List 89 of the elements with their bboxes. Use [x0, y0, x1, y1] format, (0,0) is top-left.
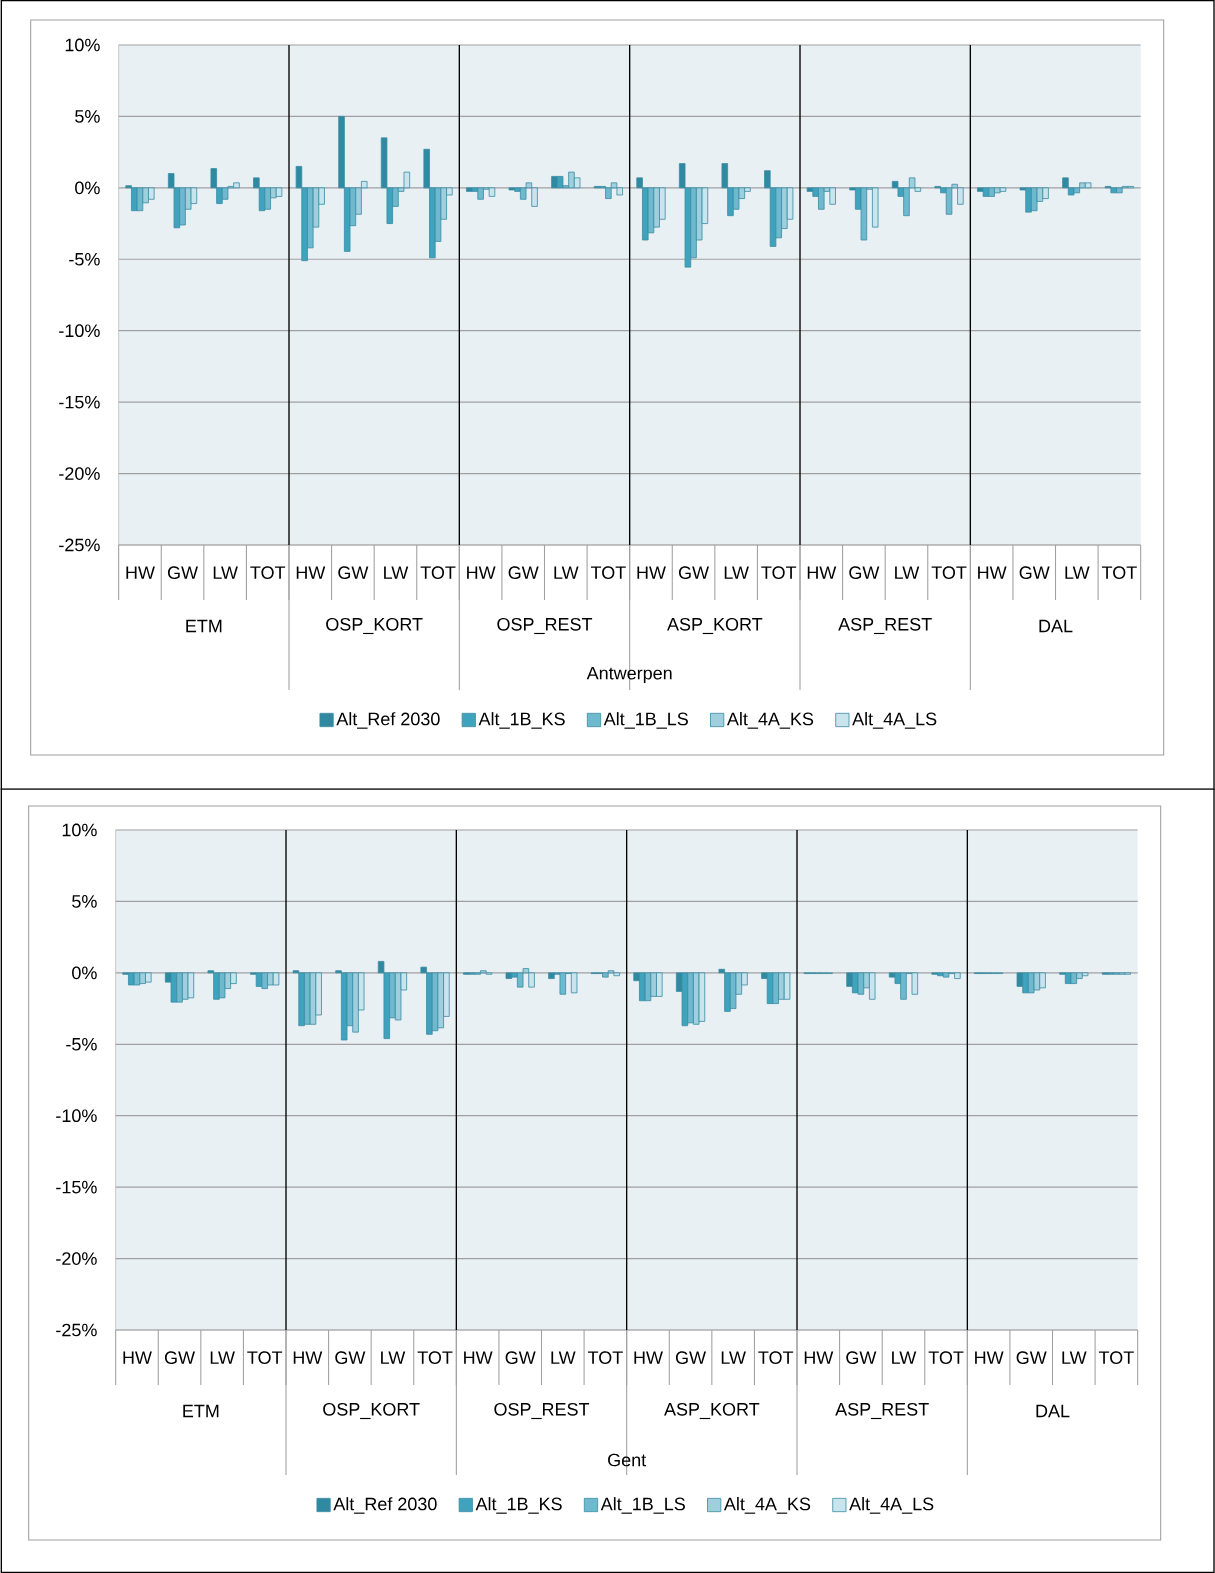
x-tick-label: GW [167, 566, 198, 580]
y-tick-label: -10% [56, 1109, 97, 1123]
x-tick-label: GW [678, 566, 709, 580]
y-tick-label: 10% [65, 38, 100, 52]
x-tick-label: GW [675, 1351, 706, 1365]
legend-label: Alt_Ref 2030 [336, 712, 440, 729]
y-tick-label: 10% [62, 823, 97, 837]
x-tick-label: LW [891, 1351, 917, 1364]
x-tick-label: LW [721, 1351, 746, 1364]
x-tick-label: LW [724, 566, 749, 579]
x-tick-label: GW [849, 566, 880, 580]
x-tick-label: HW [463, 1351, 493, 1364]
x-tick-label: LW [1065, 566, 1090, 579]
text: DAL [1036, 1404, 1070, 1418]
x-tick-label: LW [554, 566, 579, 579]
y-tick-label: 0% [71, 966, 97, 980]
text: OSP_KORT [323, 1402, 420, 1420]
y-tick-label: -10% [59, 324, 100, 338]
x-tick-label: GW [1016, 1351, 1047, 1365]
y-tick-label: -5% [66, 1037, 97, 1051]
x-tick-label: LW [210, 1351, 235, 1364]
x-axis-title: Antwerpen [586, 666, 672, 684]
x-tick-label: GW [164, 1351, 195, 1365]
x-tick-label: HW [466, 566, 496, 579]
text: ASP_KORT [663, 1402, 760, 1420]
x-tick-label: TOT [420, 566, 456, 580]
x-tick-label: HW [123, 1351, 152, 1364]
bar [548, 972, 555, 979]
x-tick-label: HW [804, 1351, 834, 1364]
x-tick-label: GW [846, 1351, 877, 1365]
x-tick-label: LW [551, 1351, 576, 1364]
legend-label: Alt_1B_LS [600, 1497, 685, 1514]
legend-label: Alt_1B_KS [475, 1497, 562, 1514]
x-tick-label: TOT [931, 566, 967, 580]
x-axis-title: Gent [607, 1453, 646, 1467]
y-tick-label: -20% [59, 467, 100, 480]
y-tick-label: -25% [59, 538, 100, 552]
y-tick-label: 0% [74, 181, 100, 195]
legend-label: Alt_1B_KS [478, 712, 565, 729]
x-tick-label: LW [213, 566, 238, 579]
x-tick-label: HW [974, 1351, 1004, 1364]
x-tick-label: TOT [247, 1351, 282, 1365]
x-tick-label: GW [505, 1351, 536, 1365]
x-tick-label: TOT [250, 566, 285, 580]
text: DAL [1039, 619, 1073, 633]
x-tick-label: HW [634, 1351, 663, 1364]
legend-label: Alt_4A_LS [851, 712, 937, 729]
text: ETM [183, 1404, 219, 1418]
y-tick-label: -5% [69, 252, 100, 266]
legend-label: Alt_4A_KS [723, 1497, 810, 1514]
text: OSP_REST [497, 617, 592, 635]
text: OSP_KORT [326, 617, 423, 635]
text: ASP_KORT [666, 617, 763, 635]
x-tick-label: TOT [1101, 566, 1137, 580]
y-tick-label: -25% [56, 1323, 97, 1337]
x-tick-label: TOT [590, 566, 626, 580]
legend-label: Alt_4A_LS [848, 1497, 934, 1514]
x-tick-label: LW [380, 1351, 406, 1364]
y-tick-label: -20% [56, 1252, 97, 1265]
x-tick-label: LW [1062, 1351, 1087, 1364]
x-tick-label: TOT [417, 1351, 453, 1365]
x-tick-label: LW [383, 566, 409, 579]
x-tick-label: TOT [928, 1351, 964, 1365]
x-tick-label: HW [977, 566, 1007, 579]
x-tick-label: GW [338, 566, 369, 580]
legend-label: Alt_4A_KS [726, 712, 813, 729]
x-tick-label: LW [894, 566, 920, 579]
text: ASP_REST [838, 617, 932, 635]
x-tick-label: TOT [1098, 1351, 1134, 1365]
x-tick-label: HW [126, 566, 155, 579]
text: OSP_REST [494, 1402, 589, 1420]
y-tick-label: -15% [59, 395, 100, 409]
x-tick-label: HW [807, 566, 837, 579]
y-tick-label: 5% [71, 895, 97, 908]
x-tick-label: GW [335, 1351, 366, 1365]
x-tick-label: TOT [761, 566, 796, 580]
x-tick-label: GW [508, 566, 539, 580]
legend-label: Alt_Ref 2030 [333, 1497, 437, 1514]
x-tick-label: HW [637, 566, 666, 579]
x-tick-label: TOT [587, 1351, 623, 1365]
legend-label: Alt_1B_LS [603, 712, 688, 729]
x-tick-label: TOT [758, 1351, 793, 1365]
text: ASP_REST [835, 1402, 929, 1420]
text: ETM [186, 619, 222, 633]
y-tick-label: -15% [56, 1180, 97, 1194]
x-tick-label: GW [1019, 566, 1050, 580]
y-tick-label: 5% [74, 110, 100, 123]
x-tick-label: HW [296, 566, 326, 579]
x-tick-label: HW [293, 1351, 323, 1364]
